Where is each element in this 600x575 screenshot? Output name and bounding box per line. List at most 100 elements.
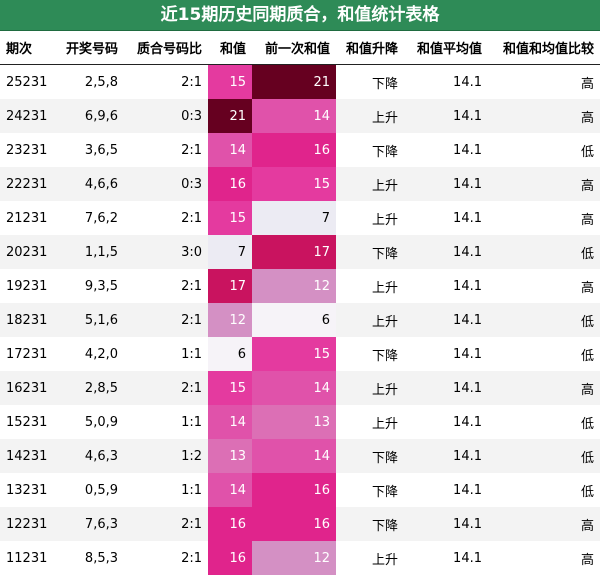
- cell-period: 14231: [0, 439, 54, 473]
- cell-compare: 高: [488, 167, 600, 201]
- cell-ratio: 3:0: [124, 235, 208, 269]
- cell-sum: 14: [208, 405, 252, 439]
- stats-table: 期次 开奖号码 质合号码比 和值 前一次和值 和值升降 和值平均值 和值和均值比…: [0, 31, 600, 575]
- cell-compare: 低: [488, 133, 600, 167]
- cell-sum: 15: [208, 371, 252, 405]
- cell-period: 22231: [0, 167, 54, 201]
- cell-numbers: 8,5,3: [54, 541, 124, 575]
- cell-trend: 上升: [336, 541, 404, 575]
- cell-period: 25231: [0, 64, 54, 99]
- cell-prev-sum: 14: [252, 371, 336, 405]
- cell-avg: 14.1: [404, 201, 488, 235]
- cell-trend: 上升: [336, 99, 404, 133]
- cell-ratio: 2:1: [124, 201, 208, 235]
- cell-trend: 上升: [336, 201, 404, 235]
- cell-prev-sum: 13: [252, 405, 336, 439]
- cell-numbers: 4,2,0: [54, 337, 124, 371]
- cell-avg: 14.1: [404, 99, 488, 133]
- header-trend[interactable]: 和值升降: [336, 31, 404, 65]
- cell-numbers: 5,0,9: [54, 405, 124, 439]
- cell-numbers: 7,6,3: [54, 507, 124, 541]
- cell-sum: 14: [208, 473, 252, 507]
- cell-compare: 高: [488, 269, 600, 303]
- cell-compare: 高: [488, 201, 600, 235]
- cell-compare: 高: [488, 541, 600, 575]
- cell-numbers: 9,3,5: [54, 269, 124, 303]
- cell-prev-sum: 15: [252, 167, 336, 201]
- table-row: 22231 4,6,6 0:3 16 15 上升 14.1 高: [0, 167, 600, 201]
- header-ratio[interactable]: 质合号码比: [124, 31, 208, 65]
- header-sum[interactable]: 和值: [208, 31, 252, 65]
- cell-trend: 下降: [336, 507, 404, 541]
- table-row: 20231 1,1,5 3:0 7 17 下降 14.1 低: [0, 235, 600, 269]
- cell-sum: 16: [208, 541, 252, 575]
- cell-numbers: 6,9,6: [54, 99, 124, 133]
- cell-ratio: 1:1: [124, 473, 208, 507]
- cell-sum: 6: [208, 337, 252, 371]
- cell-trend: 下降: [336, 439, 404, 473]
- cell-prev-sum: 16: [252, 133, 336, 167]
- cell-compare: 低: [488, 473, 600, 507]
- header-prev-sum[interactable]: 前一次和值: [252, 31, 336, 65]
- cell-period: 18231: [0, 303, 54, 337]
- cell-ratio: 1:1: [124, 405, 208, 439]
- cell-trend: 上升: [336, 303, 404, 337]
- cell-sum: 7: [208, 235, 252, 269]
- header-row: 期次 开奖号码 质合号码比 和值 前一次和值 和值升降 和值平均值 和值和均值比…: [0, 31, 600, 65]
- table-row: 19231 9,3,5 2:1 17 12 上升 14.1 高: [0, 269, 600, 303]
- table-row: 21231 7,6,2 2:1 15 7 上升 14.1 高: [0, 201, 600, 235]
- table-row: 14231 4,6,3 1:2 13 14 下降 14.1 低: [0, 439, 600, 473]
- cell-compare: 低: [488, 235, 600, 269]
- cell-avg: 14.1: [404, 405, 488, 439]
- cell-sum: 13: [208, 439, 252, 473]
- cell-avg: 14.1: [404, 64, 488, 99]
- header-numbers[interactable]: 开奖号码: [54, 31, 124, 65]
- cell-numbers: 0,5,9: [54, 473, 124, 507]
- cell-period: 23231: [0, 133, 54, 167]
- cell-ratio: 1:2: [124, 439, 208, 473]
- cell-avg: 14.1: [404, 337, 488, 371]
- cell-sum: 12: [208, 303, 252, 337]
- cell-period: 19231: [0, 269, 54, 303]
- cell-trend: 下降: [336, 337, 404, 371]
- header-period[interactable]: 期次: [0, 31, 54, 65]
- cell-avg: 14.1: [404, 269, 488, 303]
- cell-prev-sum: 17: [252, 235, 336, 269]
- cell-avg: 14.1: [404, 133, 488, 167]
- table-row: 15231 5,0,9 1:1 14 13 上升 14.1 低: [0, 405, 600, 439]
- table-title: 近15期历史同期质合，和值统计表格: [0, 0, 600, 31]
- cell-ratio: 2:1: [124, 371, 208, 405]
- cell-ratio: 2:1: [124, 269, 208, 303]
- cell-trend: 上升: [336, 167, 404, 201]
- cell-avg: 14.1: [404, 235, 488, 269]
- cell-compare: 低: [488, 405, 600, 439]
- cell-numbers: 7,6,2: [54, 201, 124, 235]
- header-compare[interactable]: 和值和均值比较: [488, 31, 600, 65]
- cell-avg: 14.1: [404, 303, 488, 337]
- cell-trend: 上升: [336, 405, 404, 439]
- cell-ratio: 1:1: [124, 337, 208, 371]
- header-avg[interactable]: 和值平均值: [404, 31, 488, 65]
- cell-period: 20231: [0, 235, 54, 269]
- cell-period: 12231: [0, 507, 54, 541]
- cell-prev-sum: 12: [252, 269, 336, 303]
- cell-ratio: 0:3: [124, 167, 208, 201]
- cell-compare: 低: [488, 303, 600, 337]
- cell-prev-sum: 14: [252, 99, 336, 133]
- cell-prev-sum: 21: [252, 64, 336, 99]
- table-row: 11231 8,5,3 2:1 16 12 上升 14.1 高: [0, 541, 600, 575]
- cell-prev-sum: 12: [252, 541, 336, 575]
- cell-sum: 14: [208, 133, 252, 167]
- cell-trend: 上升: [336, 371, 404, 405]
- cell-avg: 14.1: [404, 371, 488, 405]
- cell-period: 24231: [0, 99, 54, 133]
- cell-ratio: 0:3: [124, 99, 208, 133]
- table-row: 16231 2,8,5 2:1 15 14 上升 14.1 高: [0, 371, 600, 405]
- cell-sum: 21: [208, 99, 252, 133]
- table-row: 12231 7,6,3 2:1 16 16 下降 14.1 高: [0, 507, 600, 541]
- table-row: 23231 3,6,5 2:1 14 16 下降 14.1 低: [0, 133, 600, 167]
- cell-compare: 低: [488, 439, 600, 473]
- cell-trend: 下降: [336, 133, 404, 167]
- table-row: 17231 4,2,0 1:1 6 15 下降 14.1 低: [0, 337, 600, 371]
- cell-compare: 高: [488, 507, 600, 541]
